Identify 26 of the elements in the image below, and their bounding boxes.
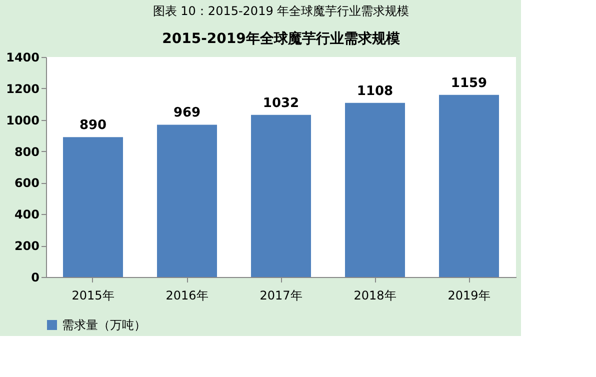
y-tick-label: 1400 [6, 50, 40, 64]
bar [157, 124, 217, 277]
bar [439, 94, 499, 277]
data-label: 1108 [356, 84, 394, 99]
x-tick-label: 2019年 [448, 288, 490, 302]
y-tick-label: 1200 [6, 82, 40, 96]
x-tick-label: 2018年 [354, 288, 396, 302]
y-tick-label: 800 [14, 144, 40, 159]
bar [251, 114, 311, 277]
x-tick-label: 2017年 [260, 288, 302, 302]
data-label: 969 [173, 106, 201, 121]
y-tick-label: 1000 [6, 113, 40, 128]
x-tick-label: 2016年 [166, 288, 208, 302]
bar [345, 102, 405, 277]
data-label: 1032 [262, 96, 300, 111]
data-label: 890 [79, 118, 107, 134]
y-tick-label: 200 [14, 239, 40, 254]
y-tick-label: 0 [31, 270, 40, 284]
y-tick-label: 400 [14, 208, 40, 222]
x-tick-label: 2015年 [72, 288, 114, 302]
bar [63, 137, 123, 277]
data-label: 1159 [450, 76, 488, 91]
chart-subtitle: 2015-2019年全球魔芋行业需求规模 [162, 30, 401, 47]
chart-title: 图表 10：2015-2019 年全球魔芋行业需求规模 [152, 4, 410, 18]
y-tick-label: 600 [14, 176, 40, 190]
legend-label: 需求量（万吨） [62, 318, 146, 332]
